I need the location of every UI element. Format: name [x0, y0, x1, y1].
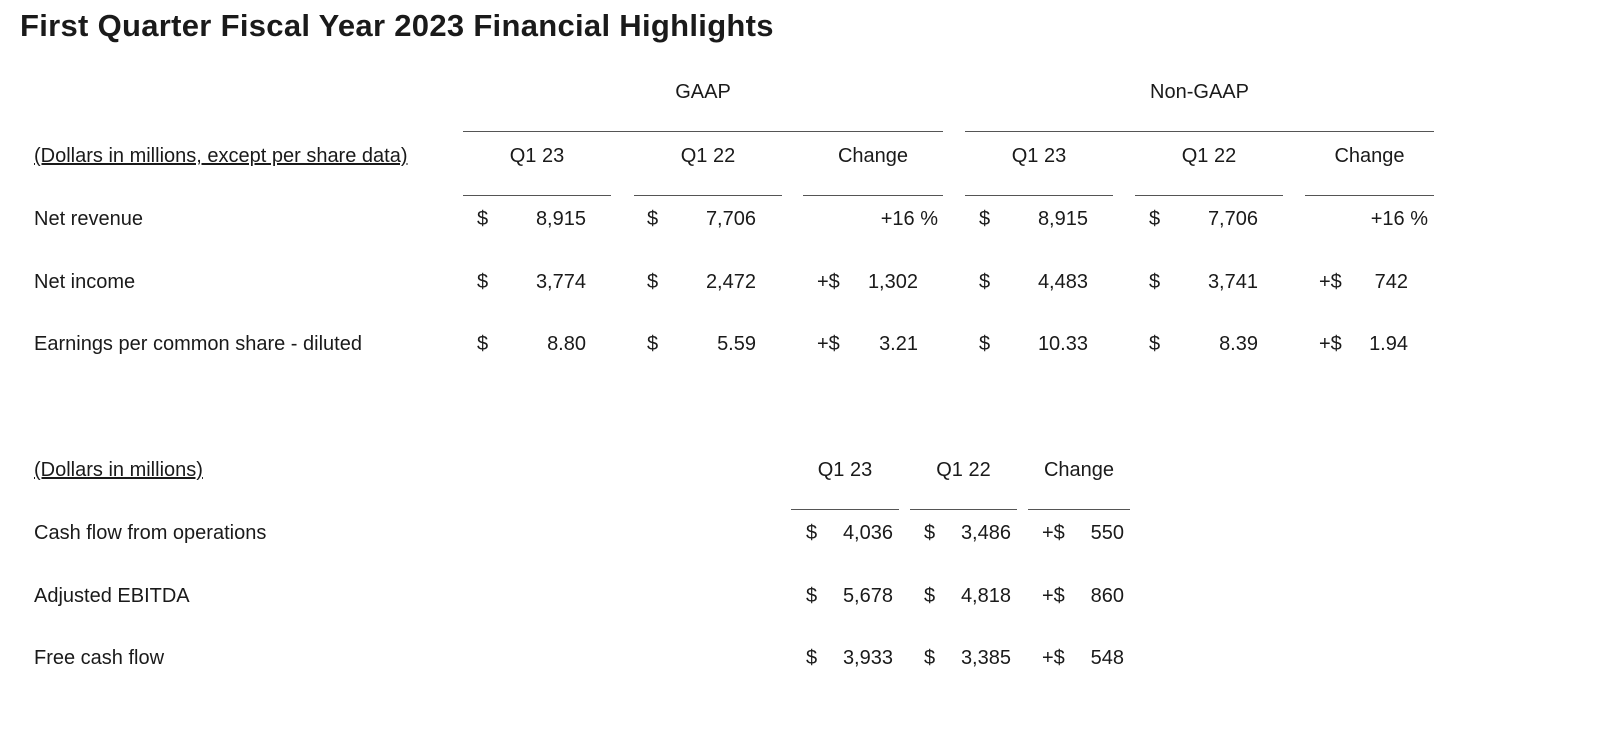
column-header-non-gaap-q1-22: Q1 22: [1181, 145, 1237, 167]
change-value: +16 %: [1370, 208, 1428, 230]
value-cell: 10.33: [1037, 333, 1088, 355]
change-value: 860: [1090, 585, 1124, 607]
gaap-group-header: GAAP: [675, 81, 731, 103]
column-header-change: Change: [1043, 459, 1115, 481]
row-label: Cash flow from operations: [34, 522, 267, 544]
table1-units-header: (Dollars in millions, except per share d…: [34, 145, 408, 167]
currency-symbol: $: [979, 333, 991, 355]
value-cell: 4,818: [960, 585, 1011, 607]
column-header-q1-23: Q1 23: [817, 459, 873, 481]
row-label: Net revenue: [34, 208, 143, 230]
value-cell: 8,915: [1037, 208, 1088, 230]
change-value: 550: [1090, 522, 1124, 544]
value-cell: 3,933: [842, 647, 893, 669]
change-prefix: +$: [1319, 271, 1342, 293]
change-prefix: +$: [817, 333, 840, 355]
change-value: 548: [1090, 647, 1124, 669]
currency-symbol: $: [647, 271, 659, 293]
currency-symbol: $: [647, 333, 659, 355]
currency-symbol: $: [1149, 271, 1161, 293]
page-title: First Quarter Fiscal Year 2023 Financial…: [20, 8, 774, 43]
value-cell: 3,385: [960, 647, 1011, 669]
column-rule: [1305, 195, 1434, 196]
value-cell: 8,915: [535, 208, 586, 230]
value-cell: 3,774: [535, 271, 586, 293]
column-rule: [1135, 195, 1283, 196]
value-cell: 8.39: [1219, 333, 1258, 355]
column-rule: [791, 509, 899, 510]
currency-symbol: $: [647, 208, 659, 230]
column-rule: [910, 509, 1017, 510]
currency-symbol: $: [924, 647, 936, 669]
change-value: 1,302: [867, 271, 918, 293]
value-cell: 4,036: [842, 522, 893, 544]
value-cell: 4,483: [1037, 271, 1088, 293]
currency-symbol: $: [806, 585, 818, 607]
change-prefix: +$: [1042, 522, 1065, 544]
currency-symbol: $: [979, 208, 991, 230]
currency-symbol: $: [477, 333, 489, 355]
currency-symbol: $: [806, 647, 818, 669]
non-gaap-group-header: Non-GAAP: [1150, 81, 1249, 103]
column-header-non-gaap-q1-23: Q1 23: [1011, 145, 1067, 167]
change-value: 742: [1374, 271, 1408, 293]
value-cell: 7,706: [705, 208, 756, 230]
change-value: 3.21: [879, 333, 918, 355]
change-prefix: +$: [1042, 647, 1065, 669]
column-rule: [463, 195, 611, 196]
currency-symbol: $: [806, 522, 818, 544]
currency-symbol: $: [979, 271, 991, 293]
value-cell: 5,678: [842, 585, 893, 607]
column-header-gaap-q1-22: Q1 22: [680, 145, 736, 167]
change-prefix: +$: [817, 271, 840, 293]
currency-symbol: $: [924, 522, 936, 544]
gaap-group-rule: [463, 131, 943, 132]
row-label: Net income: [34, 271, 136, 293]
currency-symbol: $: [477, 208, 489, 230]
row-label: Earnings per common share - diluted: [34, 333, 362, 355]
non-gaap-group-rule: [965, 131, 1434, 132]
column-header-q1-22: Q1 22: [936, 459, 991, 481]
value-cell: 3,741: [1207, 271, 1258, 293]
change-prefix: +$: [1042, 585, 1065, 607]
value-cell: 2,472: [705, 271, 756, 293]
column-rule: [803, 195, 943, 196]
column-rule: [634, 195, 782, 196]
change-value: 1.94: [1369, 333, 1408, 355]
currency-symbol: $: [924, 585, 936, 607]
value-cell: 7,706: [1207, 208, 1258, 230]
value-cell: 5.59: [717, 333, 756, 355]
column-header-gaap-q1-23: Q1 23: [509, 145, 565, 167]
change-value: +16 %: [880, 208, 938, 230]
row-label: Adjusted EBITDA: [34, 585, 190, 607]
currency-symbol: $: [1149, 208, 1161, 230]
value-cell: 8.80: [547, 333, 586, 355]
column-rule: [1028, 509, 1130, 510]
row-label: Free cash flow: [34, 647, 165, 669]
value-cell: 3,486: [960, 522, 1011, 544]
column-rule: [965, 195, 1113, 196]
column-header-gaap-change: Change: [837, 145, 909, 167]
table2-units-header: (Dollars in millions): [34, 459, 203, 481]
currency-symbol: $: [1149, 333, 1161, 355]
currency-symbol: $: [477, 271, 489, 293]
change-prefix: +$: [1319, 333, 1342, 355]
column-header-non-gaap-change: Change: [1334, 145, 1405, 167]
